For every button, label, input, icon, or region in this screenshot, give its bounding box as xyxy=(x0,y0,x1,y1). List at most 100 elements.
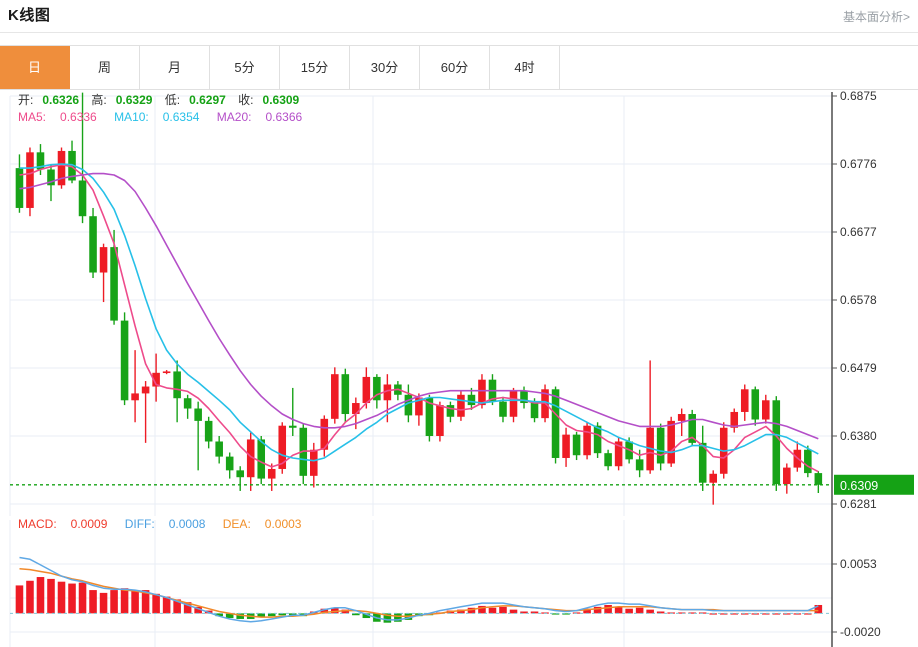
candle-body xyxy=(677,414,686,421)
macd-bar xyxy=(499,606,507,614)
candle-body xyxy=(593,425,602,454)
candle-body xyxy=(257,439,266,479)
candle-body xyxy=(309,449,318,476)
macd-bar xyxy=(751,613,760,615)
macd-bar xyxy=(26,580,34,614)
candle-body xyxy=(26,152,34,208)
macd-bar xyxy=(225,613,234,619)
macd-bar xyxy=(341,609,350,614)
fundamental-analysis-link[interactable]: 基本面分析> xyxy=(842,10,910,24)
macd-bar xyxy=(215,613,223,617)
candle-body xyxy=(551,389,560,458)
ma5-line xyxy=(19,163,819,473)
candle-body xyxy=(415,397,423,416)
y-tick-label: 0.6776 xyxy=(840,157,877,171)
macd-bar xyxy=(320,608,329,614)
macd-bar xyxy=(236,613,244,619)
tab-30分[interactable]: 30分 xyxy=(350,46,420,89)
candle-body xyxy=(698,442,707,483)
macd-bar xyxy=(36,577,45,614)
macd-bar xyxy=(152,593,160,614)
macd-y-tick-label: 0.0053 xyxy=(840,557,877,571)
candle-body xyxy=(667,420,675,464)
macd-bar xyxy=(278,613,287,616)
candle-body xyxy=(47,169,55,186)
macd-bar xyxy=(131,591,139,614)
candle-body xyxy=(204,420,213,442)
macd-histogram xyxy=(15,577,823,623)
tab-周[interactable]: 周 xyxy=(70,46,140,89)
y-tick-label: 0.6281 xyxy=(840,497,877,511)
candle-body xyxy=(131,393,139,401)
candle-body xyxy=(635,459,644,471)
tab-60分[interactable]: 60分 xyxy=(420,46,490,89)
macd-bar xyxy=(68,583,76,614)
macd-bar xyxy=(709,613,718,615)
candles-group xyxy=(15,92,823,505)
candle-body xyxy=(120,320,129,401)
candle-body xyxy=(772,400,781,485)
candle-body xyxy=(783,467,791,485)
candle-body xyxy=(246,439,255,478)
tabbar-filler xyxy=(560,46,918,89)
candle-body xyxy=(225,456,234,471)
y-tick-label: 0.6677 xyxy=(840,225,877,239)
candle-body xyxy=(341,374,350,415)
candle-body xyxy=(141,386,150,394)
candle-body xyxy=(467,394,476,406)
macd-bar xyxy=(604,604,612,614)
candle-body xyxy=(288,425,297,428)
candle-body xyxy=(331,374,339,419)
candle-body xyxy=(110,247,118,321)
candle-body xyxy=(530,403,539,419)
macd-bar xyxy=(89,590,97,614)
tab-5分[interactable]: 5分 xyxy=(210,46,280,89)
candle-body xyxy=(162,371,171,374)
header-divider xyxy=(0,32,918,33)
tab-日[interactable]: 日 xyxy=(0,46,70,89)
candlestick-chart[interactable]: 0.6875 0.6776 0.6677 0.6578 0.6479 0.6380 0.62… xyxy=(0,90,918,647)
y-tick-label: 0.6479 xyxy=(840,361,877,375)
macd-bar xyxy=(677,612,686,614)
tab-15分[interactable]: 15分 xyxy=(280,46,350,89)
macd-bar xyxy=(614,606,623,614)
macd-bar xyxy=(783,613,791,615)
candle-body xyxy=(761,400,770,420)
macd-bar xyxy=(78,582,87,614)
candle-body xyxy=(215,441,223,457)
candle-body xyxy=(362,376,371,404)
candle-body xyxy=(267,468,276,479)
y-tick-label: 0.6875 xyxy=(840,90,877,103)
macd-bar xyxy=(110,590,118,614)
candle-body xyxy=(236,470,244,478)
candle-body xyxy=(89,216,97,273)
macd-bar xyxy=(120,588,129,614)
candle-body xyxy=(173,371,181,399)
tab-4时[interactable]: 4时 xyxy=(490,46,560,89)
candle-body xyxy=(320,418,329,450)
last-price-badge-label: 0.6309 xyxy=(840,479,878,493)
candle-body xyxy=(278,425,287,469)
macd-bar xyxy=(761,613,770,615)
candle-body xyxy=(478,379,486,406)
macd-bar xyxy=(467,607,476,614)
macd-bar xyxy=(267,613,276,617)
candle-body xyxy=(572,434,581,456)
candle-body xyxy=(446,405,455,417)
candle-body xyxy=(509,391,518,417)
candle-body xyxy=(352,403,360,415)
candle-body xyxy=(583,425,591,456)
macd-bar xyxy=(772,613,781,615)
ma20-line xyxy=(19,172,819,440)
macd-bar xyxy=(99,592,108,614)
macd-bar xyxy=(15,585,24,614)
macd-bar xyxy=(656,611,665,614)
macd-bar xyxy=(352,613,360,616)
macd-y-tick-label: -0.0020 xyxy=(840,625,881,639)
candle-body xyxy=(804,449,812,474)
page-title: K线图 xyxy=(8,7,51,24)
tab-月[interactable]: 月 xyxy=(140,46,210,89)
candle-body xyxy=(740,389,749,412)
macd-bar xyxy=(457,609,465,614)
candle-body xyxy=(383,384,392,401)
